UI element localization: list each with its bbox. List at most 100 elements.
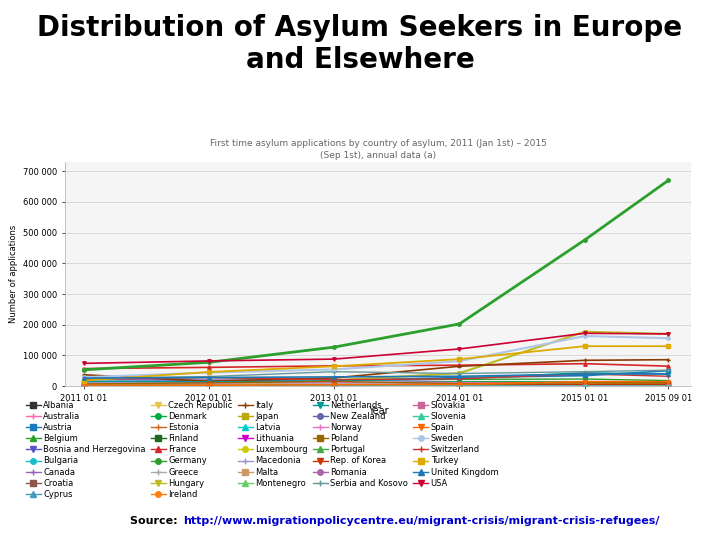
Switzerland [664, 373, 672, 380]
Bosnia and Herzegovina [455, 381, 464, 388]
Netherlands [664, 371, 672, 377]
Luxembourg [330, 382, 338, 389]
Macedonia [580, 382, 589, 389]
Line: Spain: Spain [82, 380, 670, 387]
Finland [330, 382, 338, 388]
Bosnia and Herzegovina [79, 382, 88, 388]
Denmark [79, 382, 88, 388]
Norway [330, 379, 338, 386]
United Kingdom [204, 374, 213, 381]
Line: Turkey: Turkey [82, 345, 670, 382]
Line: Bosnia and Herzegovina: Bosnia and Herzegovina [82, 383, 670, 387]
Belgium [580, 376, 589, 382]
Denmark [204, 381, 213, 388]
Romania [580, 382, 589, 389]
Romania [79, 382, 88, 389]
Line: Italy: Italy [82, 358, 670, 383]
Turkey [664, 343, 672, 349]
Croatia [79, 383, 88, 389]
Italy [664, 356, 672, 363]
Luxembourg [664, 382, 672, 389]
Line: Rep. of Korea: Rep. of Korea [82, 383, 670, 388]
Canada [330, 377, 338, 383]
Legend: Albania, Australia, Austria, Belgium, Bosnia and Herzegovina, Bulgaria, Canada, : Albania, Australia, Austria, Belgium, Bo… [26, 401, 498, 499]
Romania [330, 382, 338, 389]
Rep. of Korea [580, 381, 589, 388]
Slovakia [455, 383, 464, 389]
Macedonia [79, 383, 88, 389]
Turkey [580, 343, 589, 349]
Bosnia and Herzegovina [204, 382, 213, 388]
Line: Croatia: Croatia [82, 384, 670, 388]
Line: Hungary: Hungary [82, 330, 670, 387]
Slovakia [79, 383, 88, 389]
Ireland [580, 382, 589, 388]
Rep. of Korea [204, 382, 213, 389]
Italy [204, 378, 213, 384]
Text: http://www.migrationpolicycentre.eu/migrant-crisis/migrant-crisis-refugees/: http://www.migrationpolicycentre.eu/migr… [184, 516, 660, 526]
France [330, 362, 338, 369]
Belgium [664, 377, 672, 384]
New Zealand [330, 383, 338, 389]
Norway [79, 380, 88, 387]
Malta [664, 382, 672, 389]
Serbia and Kosovo [455, 370, 464, 377]
Line: Germany: Germany [82, 179, 670, 372]
Estonia [204, 383, 213, 389]
Estonia [664, 383, 672, 389]
Ireland [455, 382, 464, 389]
Denmark [664, 379, 672, 385]
Montenegro [580, 382, 589, 389]
Belgium [204, 374, 213, 381]
Slovakia [664, 383, 672, 389]
Line: Netherlands: Netherlands [82, 371, 670, 384]
Netherlands [580, 370, 589, 376]
Ireland [330, 382, 338, 389]
USA [330, 356, 338, 362]
Greece [330, 380, 338, 387]
Poland [330, 378, 338, 384]
Belgium [455, 376, 464, 382]
Line: Serbia and Kosovo: Serbia and Kosovo [82, 368, 670, 380]
Germany [580, 237, 589, 243]
Czech Republic [664, 382, 672, 389]
Switzerland [79, 376, 88, 382]
United Kingdom [330, 374, 338, 380]
Spain [330, 381, 338, 388]
Cyprus [330, 382, 338, 389]
Sweden [455, 358, 464, 365]
Sweden [664, 335, 672, 341]
New Zealand [664, 382, 672, 389]
Australia [79, 382, 88, 388]
Canada [664, 379, 672, 385]
Line: Cyprus: Cyprus [82, 384, 670, 387]
Montenegro [204, 382, 213, 389]
Bosnia and Herzegovina [664, 381, 672, 388]
Line: Macedonia: Macedonia [82, 384, 670, 388]
Albania [664, 380, 672, 386]
Montenegro [79, 382, 88, 389]
Poland [664, 380, 672, 386]
Austria [204, 377, 213, 384]
Slovakia [204, 383, 213, 389]
Rep. of Korea [455, 382, 464, 389]
Serbia and Kosovo [204, 373, 213, 380]
Germany [455, 321, 464, 327]
Spain [455, 381, 464, 388]
Greece [79, 380, 88, 387]
Austria [580, 373, 589, 379]
Denmark [330, 381, 338, 387]
Line: Switzerland: Switzerland [82, 372, 670, 381]
Latvia [580, 383, 589, 389]
Australia [580, 382, 589, 388]
Spain [664, 379, 672, 385]
United Kingdom [79, 375, 88, 381]
Estonia [455, 383, 464, 389]
Luxembourg [580, 382, 589, 389]
Line: United Kingdom: United Kingdom [82, 372, 670, 380]
Line: Luxembourg: Luxembourg [82, 383, 670, 388]
Lithuania [455, 383, 464, 389]
Netherlands [455, 375, 464, 382]
Belgium [79, 375, 88, 382]
Albania [580, 380, 589, 387]
